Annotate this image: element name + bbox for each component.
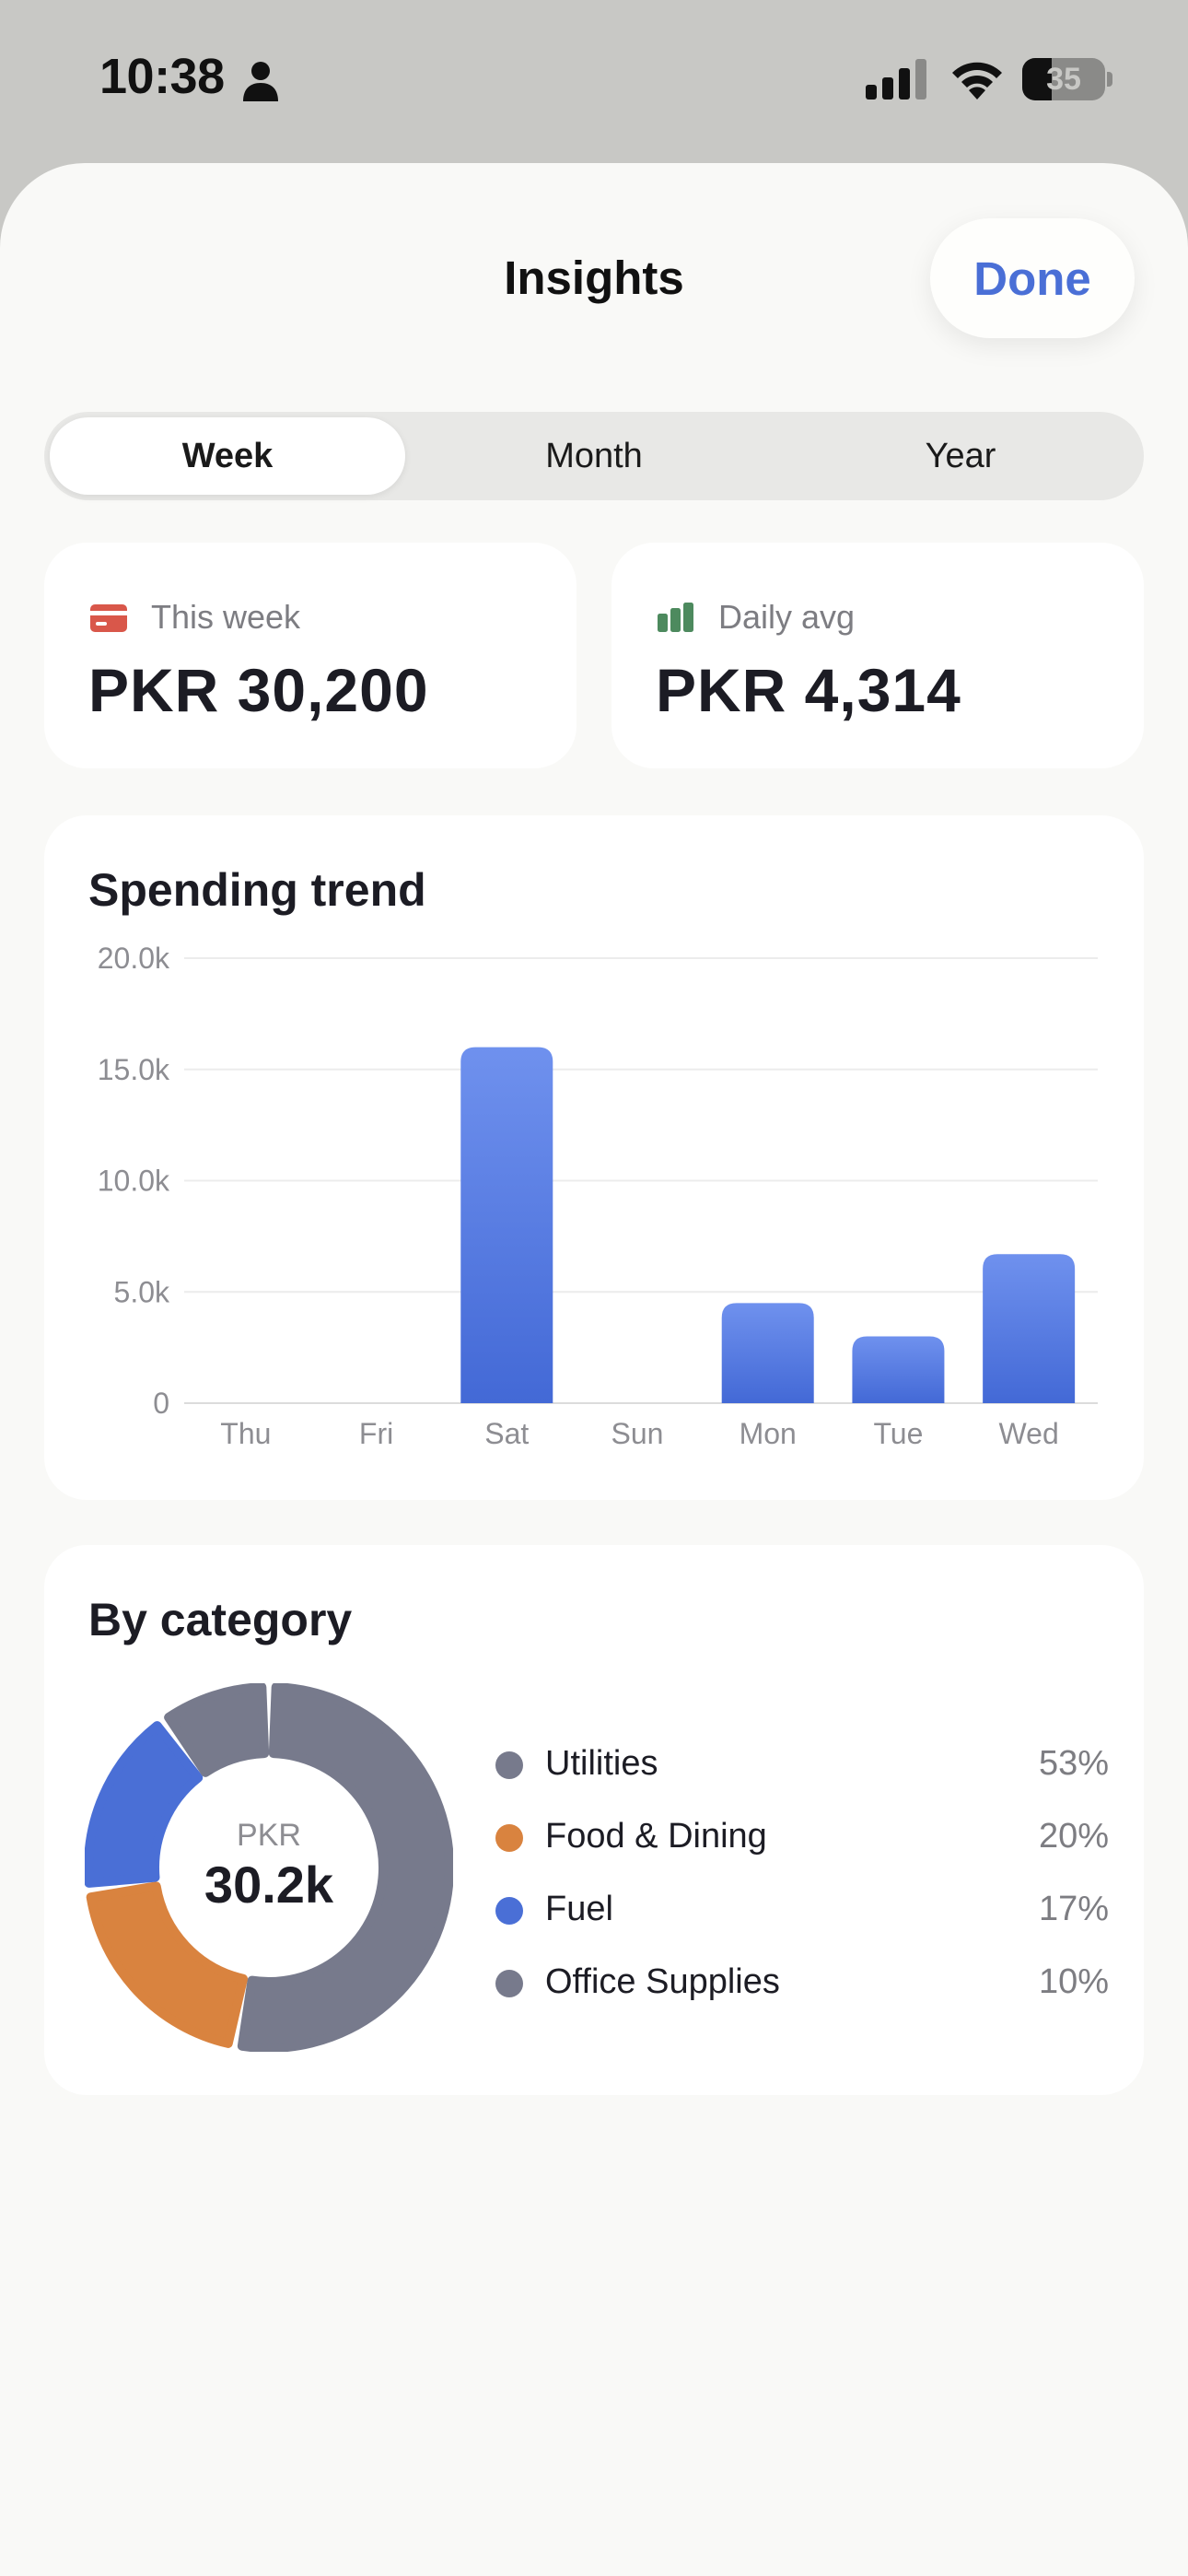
legend-percent: 10% bbox=[1038, 1962, 1109, 2001]
legend-name: Office Supplies bbox=[545, 1962, 780, 2001]
legend-dot bbox=[495, 1751, 523, 1779]
daily-avg-label: Daily avg bbox=[718, 598, 856, 636]
status-bar: 10:38 35 bbox=[0, 0, 1188, 161]
legend-dot bbox=[495, 1970, 523, 1997]
this-week-card[interactable]: This week PKR 30,200 bbox=[44, 543, 577, 768]
insights-sheet: Insights Done Week Month Year This week … bbox=[0, 163, 1188, 2576]
legend-percent: 20% bbox=[1038, 1817, 1109, 1856]
by-category-title: By category bbox=[88, 1594, 353, 1645]
legend-item[interactable]: Office Supplies 10% bbox=[495, 1957, 1109, 2030]
legend-item[interactable]: Food & Dining 20% bbox=[495, 1811, 1109, 1884]
bar-mon[interactable] bbox=[721, 1303, 814, 1403]
legend-name: Fuel bbox=[545, 1890, 613, 1928]
x-tick-label: Fri bbox=[359, 1417, 393, 1450]
this-week-label: This week bbox=[151, 598, 301, 636]
legend-item[interactable]: Utilities 53% bbox=[495, 1739, 1109, 1811]
y-tick-label: 20.0k bbox=[98, 942, 170, 975]
daily-avg-card[interactable]: Daily avg PKR 4,314 bbox=[611, 543, 1144, 768]
person-icon bbox=[243, 62, 278, 101]
battery-level-text: 35 bbox=[1046, 62, 1081, 97]
signal-icon bbox=[866, 59, 926, 100]
y-tick-label: 15.0k bbox=[98, 1053, 170, 1086]
done-button[interactable]: Done bbox=[930, 218, 1135, 338]
y-tick-label: 5.0k bbox=[114, 1275, 170, 1308]
by-category-card: By category PKR 30.2k Utilities 53% Food… bbox=[44, 1545, 1144, 2095]
donut-center-total: 30.2k bbox=[204, 1856, 334, 1914]
this-week-value: PKR 30,200 bbox=[88, 656, 429, 724]
spending-trend-title: Spending trend bbox=[88, 864, 426, 916]
page-title: Insights bbox=[504, 252, 684, 304]
tab-year[interactable]: Year bbox=[925, 436, 996, 475]
status-time: 10:38 bbox=[99, 49, 225, 104]
x-tick-label: Sat bbox=[484, 1417, 529, 1450]
tab-week[interactable]: Week bbox=[50, 417, 405, 495]
legend-percent: 17% bbox=[1038, 1890, 1109, 1928]
period-segmented-control: Week Month Year bbox=[44, 412, 1144, 500]
donut-slice-office-supplies[interactable] bbox=[164, 1683, 270, 1777]
donut-slice-fuel[interactable] bbox=[85, 1721, 204, 1888]
card-icon bbox=[90, 604, 127, 632]
bar-sat[interactable] bbox=[460, 1047, 553, 1403]
x-tick-label: Thu bbox=[220, 1417, 271, 1450]
battery-icon: 35 bbox=[1022, 58, 1112, 100]
category-legend: Utilities 53% Food & Dining 20% Fuel 17%… bbox=[495, 1739, 1109, 2030]
y-tick-label: 0 bbox=[153, 1387, 169, 1420]
y-tick-label: 10.0k bbox=[98, 1165, 170, 1198]
wifi-icon bbox=[952, 62, 1002, 100]
spending-trend-chart: 0 5.0k 10.0k 15.0k 20.0k Thu Fri Sat Sun Mon Tue We… bbox=[98, 942, 1098, 1450]
legend-item[interactable]: Fuel 17% bbox=[495, 1884, 1109, 1957]
bar-chart-icon bbox=[658, 603, 693, 632]
legend-dot bbox=[495, 1824, 523, 1852]
tab-month[interactable]: Month bbox=[545, 436, 643, 475]
x-tick-label: Tue bbox=[873, 1417, 923, 1450]
daily-avg-value: PKR 4,314 bbox=[656, 656, 961, 724]
legend-percent: 53% bbox=[1038, 1744, 1109, 1783]
legend-name: Utilities bbox=[545, 1744, 658, 1783]
x-tick-label: Sun bbox=[611, 1417, 664, 1450]
category-donut-chart bbox=[85, 1683, 453, 2052]
bar-wed[interactable] bbox=[983, 1254, 1076, 1403]
donut-slice-food-dining[interactable] bbox=[86, 1881, 249, 2048]
x-tick-label: Mon bbox=[740, 1417, 797, 1450]
bar-tue[interactable] bbox=[852, 1336, 945, 1403]
legend-name: Food & Dining bbox=[545, 1817, 767, 1856]
legend-dot bbox=[495, 1897, 523, 1925]
x-tick-label: Wed bbox=[999, 1417, 1059, 1450]
donut-center-unit: PKR bbox=[237, 1818, 301, 1853]
donut-slice-utilities[interactable] bbox=[237, 1683, 453, 2052]
spending-trend-card: 0 5.0k 10.0k 15.0k 20.0k Thu Fri Sat Sun Mon Tue We… bbox=[44, 815, 1144, 1500]
